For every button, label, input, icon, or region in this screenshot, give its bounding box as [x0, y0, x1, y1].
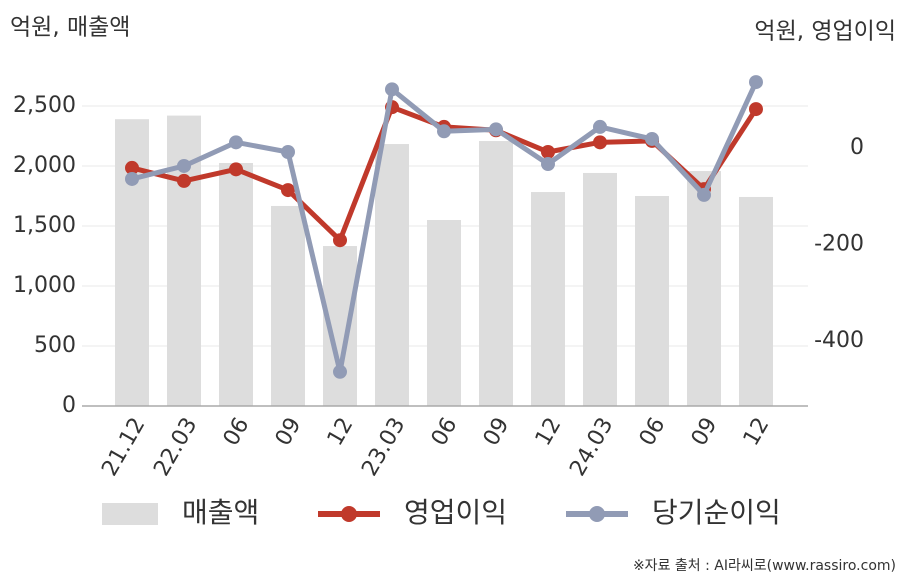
point: [177, 158, 191, 173]
point: [125, 171, 139, 186]
x-tick-label: 12: [323, 414, 359, 451]
y2-tick-label: 0: [850, 135, 864, 160]
legend-marker: [341, 506, 357, 522]
bar: [635, 196, 669, 406]
point: [385, 82, 399, 97]
x-tick-label: 22.03: [149, 414, 202, 481]
x-tick-label: 06: [427, 414, 463, 451]
y-tick-label: 1,000: [13, 273, 76, 298]
point: [489, 122, 503, 137]
point: [229, 162, 243, 177]
x-tick-label: 09: [479, 414, 515, 451]
bar: [375, 144, 409, 407]
point: [125, 160, 139, 175]
legend-label: 당기순이익: [652, 496, 781, 529]
point: [281, 183, 295, 198]
point: [593, 135, 607, 150]
point: [749, 102, 763, 117]
legend-swatch: [102, 503, 158, 525]
point: [697, 187, 711, 202]
bar: [531, 192, 565, 406]
y-tick-label: 2,000: [13, 153, 76, 178]
x-tick-label: 24.03: [565, 414, 618, 481]
y-tick-label: 2,500: [13, 93, 76, 118]
y2-axis-title: 억원, 영업이익: [754, 19, 896, 45]
point: [541, 144, 555, 159]
y-tick-label: 0: [62, 393, 76, 418]
bar: [687, 171, 721, 406]
point: [541, 157, 555, 172]
y2-tick-label: -200: [814, 232, 864, 257]
point: [333, 233, 347, 248]
y2-tick-label: -400: [814, 328, 864, 353]
y-tick-label: 500: [34, 333, 76, 358]
point: [749, 75, 763, 90]
y-tick-label: 1,500: [13, 213, 76, 238]
bar: [479, 141, 513, 407]
legend-marker: [589, 506, 605, 522]
x-tick-label: 09: [271, 414, 307, 451]
x-tick-label: 12: [739, 414, 775, 451]
legend-label: 매출액: [182, 496, 259, 529]
x-tick-label: 06: [219, 414, 255, 451]
point: [645, 131, 659, 146]
point: [437, 124, 451, 139]
x-tick-label: 21.12: [97, 414, 150, 481]
bar: [583, 172, 617, 406]
point: [333, 364, 347, 379]
point: [281, 144, 295, 159]
x-tick-label: 23.03: [357, 414, 410, 481]
bar: [427, 220, 461, 406]
legend-label: 영업이익: [404, 496, 507, 529]
point: [593, 119, 607, 134]
point: [177, 173, 191, 188]
y-axis-title: 억원, 매출액: [10, 15, 130, 41]
x-tick-label: 12: [531, 414, 567, 451]
x-tick-label: 09: [687, 414, 723, 451]
point: [229, 135, 243, 150]
source: ※자료 출처 : AI라씨로(www.rassiro.com): [633, 558, 896, 574]
bar: [219, 163, 253, 406]
bar: [271, 205, 305, 406]
x-tick-label: 06: [635, 414, 671, 451]
bar: [739, 196, 773, 406]
